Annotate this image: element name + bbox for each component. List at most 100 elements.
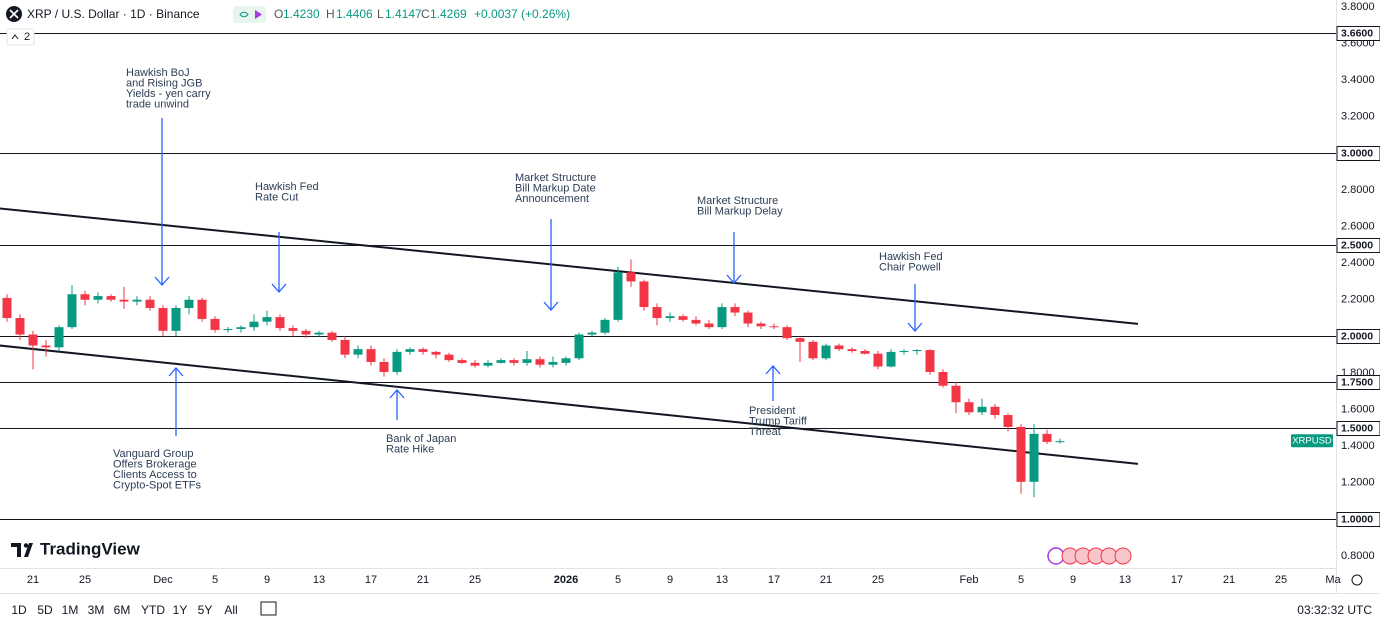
candle-body — [925, 350, 935, 373]
annotation-text: Hawkish Fed — [879, 251, 943, 263]
symbol-tag-bg — [1291, 434, 1333, 448]
close-value: 1.4269 — [430, 7, 467, 21]
candle-body — [496, 360, 506, 363]
settings-icon[interactable] — [1351, 574, 1363, 586]
event-icons — [1047, 547, 1132, 565]
range-button[interactable]: All — [224, 603, 237, 617]
annotation-text: Yields - yen carry — [126, 88, 211, 100]
candle-body — [197, 299, 207, 319]
x-tick-label: Feb — [960, 574, 979, 586]
annotation-text: and Rising JGB — [126, 77, 202, 89]
x-tick-label: 2026 — [554, 574, 578, 586]
y-tick-label: 2.2000 — [1341, 294, 1375, 306]
low-label: L — [377, 7, 384, 21]
candle-body — [366, 349, 376, 362]
level-tag-label: 1.5000 — [1341, 422, 1373, 434]
range-button[interactable]: 1M — [62, 603, 79, 617]
candle-body — [665, 316, 675, 319]
event-icon[interactable] — [1114, 547, 1132, 565]
candle-body — [938, 372, 948, 386]
candle-body — [106, 296, 116, 300]
level-tag — [1336, 329, 1380, 344]
y-tick-label: 3.4000 — [1341, 74, 1375, 86]
range-button[interactable]: YTD — [141, 603, 165, 617]
level-tag-label: 1.7500 — [1341, 376, 1373, 388]
indicator-count: 2 — [24, 31, 30, 43]
symbol-tag: XRPUSD — [1292, 436, 1332, 447]
annotation-arrowhead — [726, 274, 742, 284]
logo-mark — [11, 543, 33, 557]
candle-body — [470, 362, 480, 366]
candle-body — [704, 323, 714, 328]
candle-body — [444, 354, 454, 361]
annotation-text: Crypto-Spot ETFs — [113, 479, 202, 491]
clock: 03:32:32 UTC — [1297, 603, 1372, 617]
candle-body — [951, 385, 961, 403]
candle-body — [1003, 415, 1013, 427]
x-tick-label: 5 — [1018, 574, 1024, 586]
annotation-text: Clients Access to — [113, 469, 197, 481]
candle-body — [834, 345, 844, 350]
candle-body — [262, 317, 272, 322]
level-tag — [1336, 238, 1380, 253]
x-tick-label: 21 — [417, 574, 429, 586]
range-button[interactable]: 1D — [11, 603, 27, 617]
candle-body — [67, 294, 77, 328]
y-tick-label: 2.4000 — [1341, 257, 1375, 269]
candle-body — [626, 272, 636, 282]
annotation-text: Threat — [749, 426, 781, 438]
range-button[interactable]: 5Y — [198, 603, 213, 617]
visibility-toggle[interactable] — [233, 6, 266, 23]
x-tick-label: 9 — [1070, 574, 1076, 586]
indicator-toggle[interactable] — [6, 28, 35, 46]
annotation-arrowhead — [907, 322, 923, 332]
candle-body — [678, 316, 688, 320]
candle-body — [886, 351, 896, 367]
x-tick-label: 17 — [365, 574, 377, 586]
candle-body — [990, 406, 1000, 416]
candle-body — [28, 334, 38, 346]
annotation-text: Bill Markup Date — [515, 182, 596, 194]
logo-text: TradingView — [40, 539, 141, 558]
candle-body — [548, 361, 558, 365]
open-value: 1.4230 — [283, 7, 320, 21]
candle-body — [275, 317, 285, 329]
change-value: +0.0037 (+0.26%) — [474, 7, 570, 21]
annotation-text: Bank of Japan — [386, 433, 456, 445]
annotation-arrowhead — [168, 367, 184, 377]
close-label: C — [421, 7, 430, 21]
x-tick-label: 13 — [1119, 574, 1131, 586]
candle-body — [821, 345, 831, 359]
candle-body — [847, 349, 857, 351]
candle-body — [249, 321, 259, 328]
annotation-text: Vanguard Group — [113, 448, 194, 460]
annotation-arrowhead — [154, 276, 170, 286]
candle-body — [93, 296, 103, 300]
y-tick-label: 0.8000 — [1341, 550, 1375, 562]
candle-body — [977, 406, 987, 413]
candle-body — [795, 338, 805, 342]
x-tick-label: 21 — [1223, 574, 1235, 586]
candle-body — [483, 362, 493, 366]
range-button[interactable]: 3M — [88, 603, 105, 617]
candle-body — [379, 361, 389, 373]
candle-body — [769, 326, 779, 328]
candle-body — [353, 349, 363, 355]
level-tag — [1336, 375, 1380, 390]
range-button[interactable]: 5D — [37, 603, 53, 617]
candle-body — [15, 318, 25, 335]
range-button[interactable]: 1Y — [173, 603, 188, 617]
date-range-icon[interactable] — [260, 601, 277, 616]
logo-dot — [23, 543, 29, 548]
x-tick-label: 25 — [469, 574, 481, 586]
candle-body — [522, 359, 532, 363]
high-value: 1.4406 — [336, 7, 373, 21]
range-button[interactable]: 6M — [114, 603, 131, 617]
trendline — [0, 207, 1139, 325]
candle-body — [457, 360, 467, 363]
candle-body — [288, 328, 298, 331]
y-tick-label: 2.8000 — [1341, 184, 1375, 196]
candle-body — [54, 327, 64, 348]
candle-body — [236, 327, 246, 330]
candle-body — [808, 341, 818, 359]
